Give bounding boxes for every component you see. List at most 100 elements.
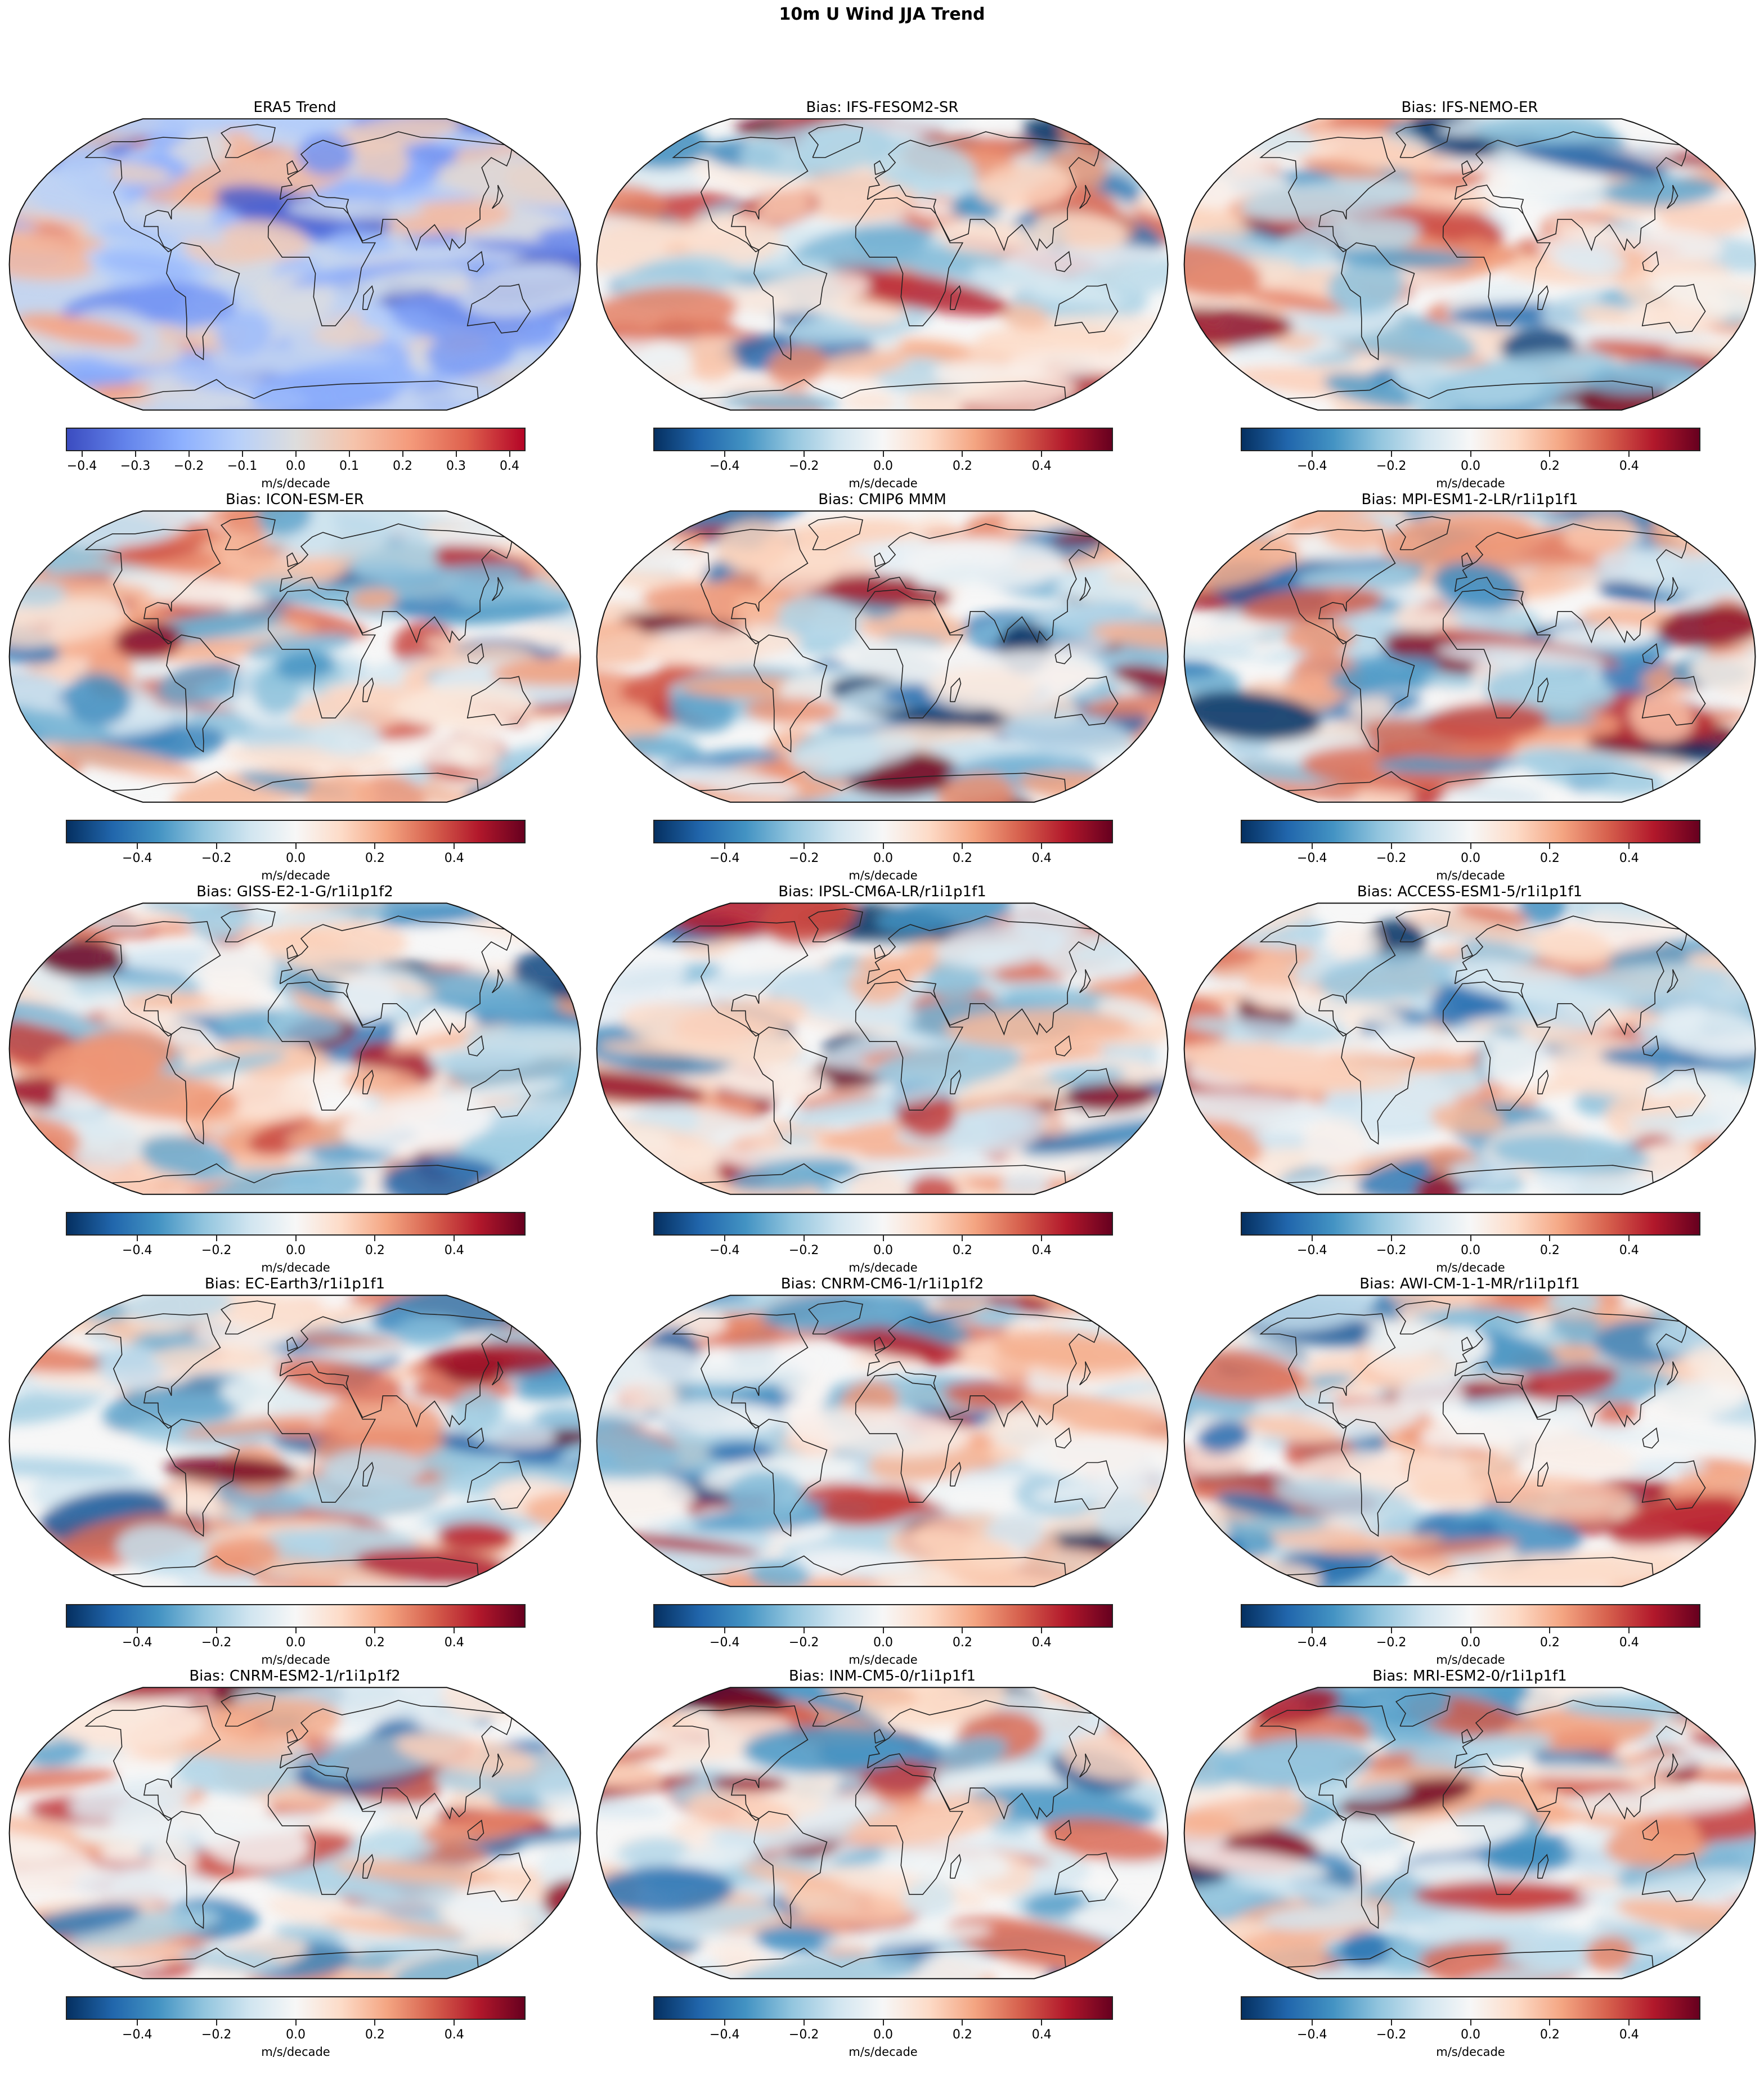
field-blob — [70, 1908, 219, 1948]
field-blob — [1107, 1303, 1168, 1324]
colorbar-tick — [962, 451, 963, 457]
colorbar-tick — [962, 1236, 963, 1241]
field-blob — [1380, 513, 1537, 565]
field-blob — [669, 1341, 841, 1384]
field-blob — [1319, 1534, 1443, 1555]
coastline-eurasia — [867, 1700, 1100, 1820]
field-blob — [212, 1697, 342, 1742]
coastline-australia — [1054, 1068, 1119, 1118]
colorbar-tick-label: −0.3 — [120, 459, 151, 473]
colorbar — [653, 1604, 1113, 1628]
coastline-japan — [491, 185, 504, 209]
colorbar-tick — [241, 451, 243, 457]
field-blob — [195, 1165, 365, 1194]
colorbar-label: m/s/decade — [849, 477, 918, 490]
colorbar-tick — [1549, 451, 1551, 457]
coastline-africa — [855, 589, 964, 718]
colorbar-tick — [1549, 2020, 1551, 2025]
colorbar-tick — [1470, 843, 1471, 849]
colorbar-tick-label: −0.4 — [710, 459, 740, 473]
colorbar-tick — [1390, 843, 1392, 849]
field-blob — [1184, 1092, 1331, 1124]
field-blob — [1184, 1906, 1215, 1959]
field-blob — [820, 1485, 923, 1526]
field-blob — [394, 1316, 463, 1347]
coastline-greenland — [1395, 516, 1451, 550]
colorbar-tick — [1470, 1236, 1471, 1241]
colorbar-tick-label: 0.0 — [1461, 1636, 1480, 1650]
colorbar-tick-label: 0.0 — [286, 2028, 306, 2042]
coastline-greenland — [807, 1692, 863, 1727]
coastline-africa — [1442, 981, 1551, 1111]
colorbar-tick-label: 0.4 — [1619, 851, 1639, 865]
colorbar-tick — [724, 451, 725, 457]
field-blob — [1184, 119, 1240, 130]
field-blob — [1106, 1295, 1168, 1316]
field-blob — [1260, 1903, 1385, 1931]
colorbar-label: m/s/decade — [1436, 1653, 1505, 1667]
panel-title: Bias: CMIP6 MMM — [818, 491, 946, 508]
colorbar-label: m/s/decade — [261, 1653, 330, 1667]
field-blob — [596, 1866, 734, 1915]
coastline-eurasia — [279, 915, 513, 1036]
field-blob — [310, 719, 383, 757]
coastline-australia — [1641, 1068, 1706, 1118]
colorbar — [66, 820, 526, 843]
coastline-africa — [855, 197, 964, 326]
colorbar-tick — [1628, 1236, 1630, 1241]
robinson-map — [1183, 118, 1756, 411]
coastline-japan — [1079, 969, 1091, 994]
colorbar-tick — [803, 843, 805, 849]
colorbar-tick — [1628, 1628, 1630, 1633]
coastline-north-america — [84, 1313, 221, 1429]
colorbar-tick — [1041, 451, 1043, 457]
map-panel: ERA5 Trend −0.4 −0.3 −0.2 −0.1 0.0 0.1 0.2 0.3 0.… — [8, 99, 582, 506]
field-blob — [1491, 1134, 1650, 1175]
field-blob — [926, 668, 1038, 710]
field-blob — [99, 1345, 165, 1390]
coastline-antarctica — [1286, 1163, 1654, 1184]
field-blob — [1032, 1477, 1153, 1503]
field-blob — [1585, 360, 1703, 395]
colorbar-tick-label: 0.4 — [1031, 2028, 1052, 2042]
field-blob — [406, 922, 498, 958]
field-blob — [926, 959, 982, 1000]
field-blob — [365, 564, 525, 601]
field-blob — [1649, 273, 1756, 320]
field-blob — [1215, 1737, 1373, 1789]
colorbar-tick-label: 0.0 — [286, 1243, 306, 1257]
coastline-greenland — [220, 1300, 276, 1335]
coastline-australia — [466, 284, 531, 334]
field-blob — [215, 185, 339, 230]
robinson-map — [8, 1295, 581, 1587]
field-blob — [164, 1456, 299, 1485]
coastline-south-america — [166, 242, 240, 361]
field-blob — [643, 627, 801, 665]
coastline-africa — [1442, 589, 1551, 718]
field-blob — [113, 210, 254, 245]
coastline-australia — [1054, 284, 1119, 334]
colorbar-tick-label: −0.2 — [1376, 1636, 1407, 1650]
field-blob — [903, 1880, 955, 1918]
coastline-japan — [1079, 185, 1091, 209]
colorbar-tick — [1041, 2020, 1043, 2025]
field-blob — [1552, 243, 1626, 277]
coastline-africa — [267, 981, 376, 1111]
coastline-south-america — [1341, 1418, 1415, 1537]
field-blob — [767, 345, 828, 387]
field-blob — [334, 974, 399, 1023]
coastline-africa — [855, 981, 964, 1111]
map-panel: Bias: IFS-NEMO-ER −0.4 −0.2 0.0 0.2 0.4 m/s/de… — [1183, 99, 1757, 506]
field-blob — [1019, 1391, 1168, 1440]
coastline-madagascar — [1537, 1461, 1549, 1487]
colorbar-tick-label: 0.2 — [365, 2028, 385, 2042]
coastline-madagascar — [949, 1853, 962, 1879]
panel-title: Bias: AWI-CM-1-1-MR/r1i1p1f1 — [1359, 1275, 1580, 1292]
coastline-borneo — [467, 1427, 484, 1449]
coastline-japan — [1666, 969, 1678, 994]
colorbar-tick — [1041, 1236, 1043, 1241]
coastline-north-america — [1259, 1705, 1396, 1821]
field-blob — [381, 1156, 506, 1194]
colorbar-tick — [724, 2020, 725, 2025]
field-blob — [1506, 1929, 1605, 1970]
